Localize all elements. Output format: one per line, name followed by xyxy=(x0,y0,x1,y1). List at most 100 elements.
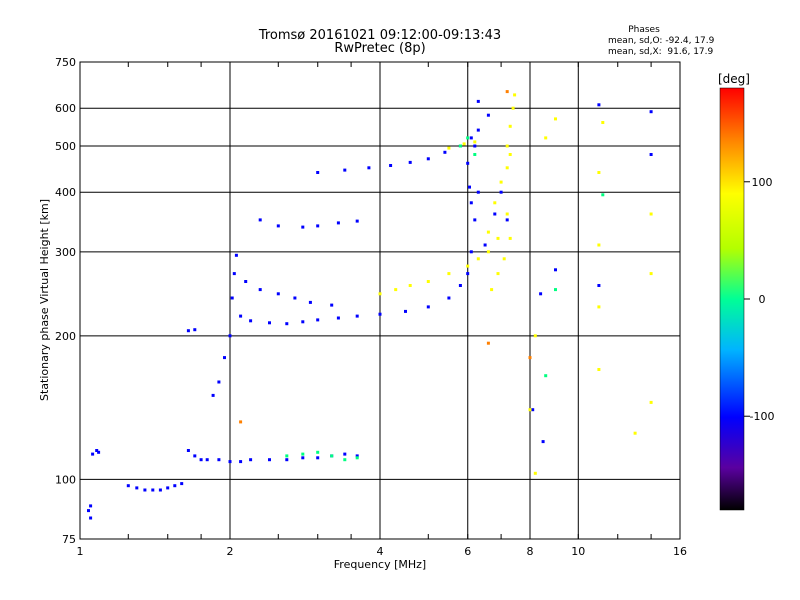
echo-point xyxy=(466,264,470,268)
legend-o-stats: mean, sd,O: -92.4, 17.9 xyxy=(608,36,715,46)
echo-point xyxy=(505,144,509,148)
echo-point xyxy=(336,221,340,225)
echo-point xyxy=(135,486,139,490)
echo-point xyxy=(496,272,500,276)
x-tick-label: 16 xyxy=(673,545,687,558)
echo-point xyxy=(473,144,477,148)
echo-point xyxy=(408,284,412,287)
y-tick-label: 400 xyxy=(55,186,76,199)
echo-point xyxy=(649,110,653,114)
echo-point xyxy=(539,292,543,296)
x-tick-label: 1 xyxy=(77,545,84,558)
y-tick-label: 100 xyxy=(55,473,76,486)
x-axis-ticks: 1 2 4 6 8 10 16 xyxy=(77,545,688,558)
y-tick-label: 75 xyxy=(62,533,76,546)
echo-point xyxy=(378,312,382,316)
echo-point xyxy=(486,230,490,234)
echo-point xyxy=(505,166,509,170)
echo-point xyxy=(389,164,393,167)
echo-point xyxy=(493,201,497,205)
x-tick-label: 6 xyxy=(464,545,471,558)
echo-point xyxy=(223,356,226,360)
echo-point xyxy=(355,454,359,458)
chart-title: Tromsø 20161021 09:12:00-09:13:43 xyxy=(258,28,501,43)
echo-point xyxy=(544,136,548,140)
echo-point xyxy=(126,484,130,488)
echo-point xyxy=(649,272,653,276)
echo-point xyxy=(316,456,320,460)
echo-point xyxy=(276,224,280,228)
echo-point xyxy=(276,292,280,296)
echo-point xyxy=(473,153,477,156)
echo-point xyxy=(285,458,289,462)
echo-point xyxy=(447,146,451,150)
echo-point xyxy=(211,393,215,397)
echo-point xyxy=(633,431,637,435)
legend-x-stats: mean, sd,X: 91.6, 17.9 xyxy=(608,47,714,57)
echo-point xyxy=(95,449,99,452)
echo-point xyxy=(249,319,253,323)
echo-point xyxy=(367,166,371,170)
echo-point xyxy=(285,322,289,326)
echo-point xyxy=(404,309,407,313)
echo-point xyxy=(597,243,601,247)
echo-point xyxy=(316,318,320,322)
echo-point xyxy=(166,486,170,490)
echo-point xyxy=(158,488,162,492)
echo-point xyxy=(426,305,430,309)
echo-point xyxy=(301,456,305,460)
echo-point xyxy=(230,296,234,300)
echo-point xyxy=(186,329,190,333)
echo-point xyxy=(193,328,197,332)
echo-point xyxy=(486,250,490,254)
echo-point xyxy=(258,218,262,222)
y-tick-label: 750 xyxy=(55,56,76,69)
echo-point xyxy=(528,408,532,412)
echo-point xyxy=(343,458,347,462)
echo-point xyxy=(490,288,494,292)
echo-point xyxy=(469,136,473,140)
echo-point xyxy=(378,292,382,296)
echo-point xyxy=(649,212,653,216)
echo-point xyxy=(468,185,471,189)
echo-point xyxy=(447,296,451,300)
echo-point xyxy=(505,90,509,94)
echo-point xyxy=(426,280,430,283)
echo-point xyxy=(493,212,497,216)
echo-point xyxy=(343,452,347,456)
echo-point xyxy=(508,124,512,128)
colorbar-label: [deg] xyxy=(718,72,750,86)
echo-point xyxy=(316,171,320,174)
echo-point xyxy=(443,150,447,154)
colorbar-tick-label: 0 xyxy=(759,293,766,306)
echo-point xyxy=(458,284,462,287)
echo-point xyxy=(239,314,243,318)
echo-point xyxy=(151,488,155,492)
echo-point xyxy=(258,288,262,292)
echo-point xyxy=(232,272,236,276)
echo-point xyxy=(316,450,320,454)
echo-point xyxy=(89,504,93,508)
echo-point xyxy=(355,456,359,460)
echo-point xyxy=(649,153,653,156)
colorbar-ticks: 100 0 -100 xyxy=(744,176,774,423)
colorbar: [deg] 100 0 -100 xyxy=(718,72,774,511)
x-tick-label: 8 xyxy=(527,545,534,558)
echo-point xyxy=(426,157,430,161)
echo-point xyxy=(597,171,601,174)
x-tick-label: 10 xyxy=(571,545,585,558)
echo-point xyxy=(496,236,500,240)
echo-point xyxy=(91,452,95,456)
echo-point xyxy=(544,374,548,378)
y-tick-label: 500 xyxy=(55,140,76,153)
echo-point xyxy=(476,128,480,132)
echo-point xyxy=(473,218,477,222)
echo-point xyxy=(301,452,305,456)
colorbar-tick-label: 100 xyxy=(752,176,773,189)
echo-point xyxy=(554,117,557,121)
echo-point xyxy=(355,219,359,223)
echo-point xyxy=(89,516,93,520)
echo-point xyxy=(597,284,601,287)
echo-point xyxy=(143,488,147,492)
